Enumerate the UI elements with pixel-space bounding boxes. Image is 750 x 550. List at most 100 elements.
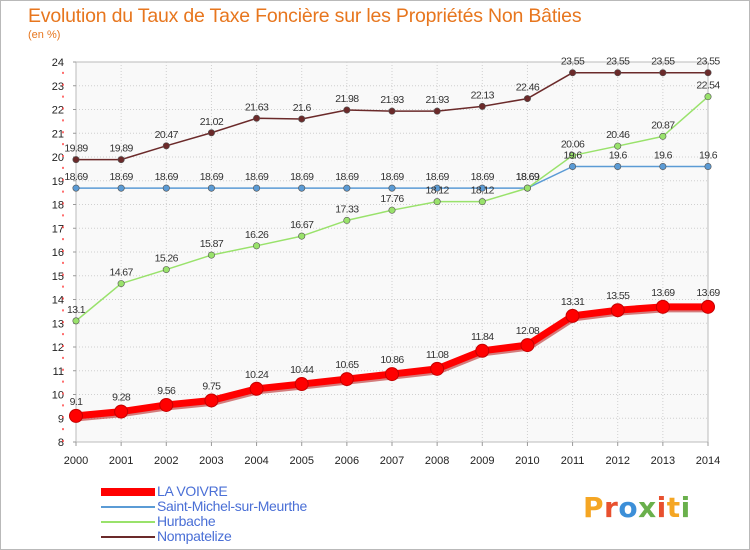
y-tick-label: 17 <box>52 223 64 235</box>
data-label: 18.69 <box>471 171 495 183</box>
data-label: 10.86 <box>380 354 404 366</box>
data-labels: 9.1 9.28 9.56 9.75 10.24 10.44 10.65 10.86 11.08… <box>64 56 721 408</box>
x-tick-label: 2012 <box>605 455 629 467</box>
data-label: 10.24 <box>245 369 269 381</box>
data-label: 19.89 <box>110 143 134 155</box>
data-point <box>343 216 351 224</box>
x-tick-label: 2007 <box>380 455 404 467</box>
data-label: 18.69 <box>64 171 88 183</box>
data-point <box>475 343 490 358</box>
data-label: 19.6 <box>654 150 673 162</box>
y-tick-label: 16 <box>52 247 64 259</box>
x-tick-label: 2010 <box>515 455 539 467</box>
data-point <box>704 93 712 101</box>
data-label: 23.55 <box>561 56 585 68</box>
data-point <box>569 152 577 160</box>
data-label: 10.44 <box>290 364 314 376</box>
data-point <box>655 299 670 314</box>
data-label: 16.26 <box>245 229 269 241</box>
data-point <box>162 142 170 150</box>
y-tick-label: 15 <box>52 271 64 283</box>
data-point <box>253 184 261 192</box>
x-tick-label: 2009 <box>470 455 494 467</box>
data-point <box>162 266 170 274</box>
data-label: 18.69 <box>290 171 314 183</box>
x-tick-label: 2008 <box>425 455 449 467</box>
data-point <box>478 198 486 206</box>
data-point <box>659 69 667 77</box>
data-point <box>294 377 309 392</box>
data-label: 17.76 <box>380 193 404 205</box>
x-tick-label: 2001 <box>109 455 133 467</box>
data-label: 16.67 <box>290 219 314 231</box>
chart-subtitle: (en %) <box>28 29 61 41</box>
data-point <box>565 308 580 323</box>
data-point <box>159 397 174 412</box>
data-point <box>433 184 441 192</box>
data-point <box>520 338 535 353</box>
data-point <box>614 142 622 150</box>
data-label: 10.65 <box>335 359 359 371</box>
legend-label-saint-michel: Saint-Michel-sur-Meurthe <box>157 498 307 514</box>
data-label: 21.02 <box>200 116 224 128</box>
data-label: 23.55 <box>651 56 675 68</box>
data-point <box>523 95 531 103</box>
data-point <box>569 163 577 171</box>
data-label: 11.84 <box>471 331 494 343</box>
proxiti-logo: Proxiti <box>583 491 691 524</box>
data-point <box>162 184 170 192</box>
data-point <box>388 184 396 192</box>
data-label: 21.98 <box>335 93 359 105</box>
y-tick-label: 11 <box>53 366 64 378</box>
data-point <box>478 184 486 192</box>
data-point <box>659 132 667 140</box>
data-label: 18.69 <box>200 171 224 183</box>
data-label: 13.31 <box>561 296 585 308</box>
data-point <box>117 280 125 288</box>
data-label: 18.69 <box>516 171 540 183</box>
data-label: 21.6 <box>293 102 312 114</box>
data-point <box>478 102 486 110</box>
legend-swatch-hurbache <box>101 521 155 523</box>
series-hurbache <box>72 93 712 325</box>
data-label: 22.46 <box>516 82 540 94</box>
data-label: 9.28 <box>112 392 131 404</box>
data-point <box>523 184 531 192</box>
data-label: 9.1 <box>70 396 84 408</box>
data-label: 18.69 <box>245 171 269 183</box>
legend-swatch-la-voivre <box>101 488 155 496</box>
data-label: 20.47 <box>155 129 179 141</box>
data-label: 19.6 <box>609 150 628 162</box>
data-point <box>704 163 712 171</box>
data-point <box>117 156 125 164</box>
data-point <box>204 393 219 408</box>
data-point <box>659 163 667 171</box>
x-tick-label: 2002 <box>154 455 178 467</box>
data-label: 18.69 <box>516 171 540 183</box>
data-point <box>298 232 306 240</box>
y-tick-label: 14 <box>52 295 64 307</box>
y-tick-label: 24 <box>52 57 64 69</box>
y-tick-label: 9 <box>58 413 64 425</box>
data-label: 15.26 <box>155 253 179 265</box>
data-point <box>207 129 215 137</box>
legend-label-nompatelize: Nompatelize <box>157 528 232 544</box>
data-point <box>704 69 712 77</box>
data-label: 18.12 <box>426 185 450 197</box>
data-label: 20.06 <box>561 139 585 151</box>
legend-label-hurbache: Hurbache <box>157 513 216 529</box>
data-point <box>610 303 625 318</box>
line-chart: 8 9 10 11 12 13 14 15 16 17 18 19 20 21 22 23 24 2000 2001… <box>52 56 721 467</box>
y-tick-label: 20 <box>52 152 64 164</box>
data-label: 23.55 <box>696 56 720 68</box>
data-label: 22.13 <box>471 89 495 101</box>
y-tick-label: 12 <box>52 342 64 354</box>
data-label: 21.63 <box>245 101 269 113</box>
data-point <box>701 299 715 314</box>
data-label: 19.6 <box>699 150 718 162</box>
data-point <box>207 251 215 259</box>
data-point <box>253 114 261 122</box>
chart-title: Evolution du Taux de Taxe Foncière sur l… <box>28 5 582 27</box>
y-tick-label: 22 <box>52 105 64 117</box>
